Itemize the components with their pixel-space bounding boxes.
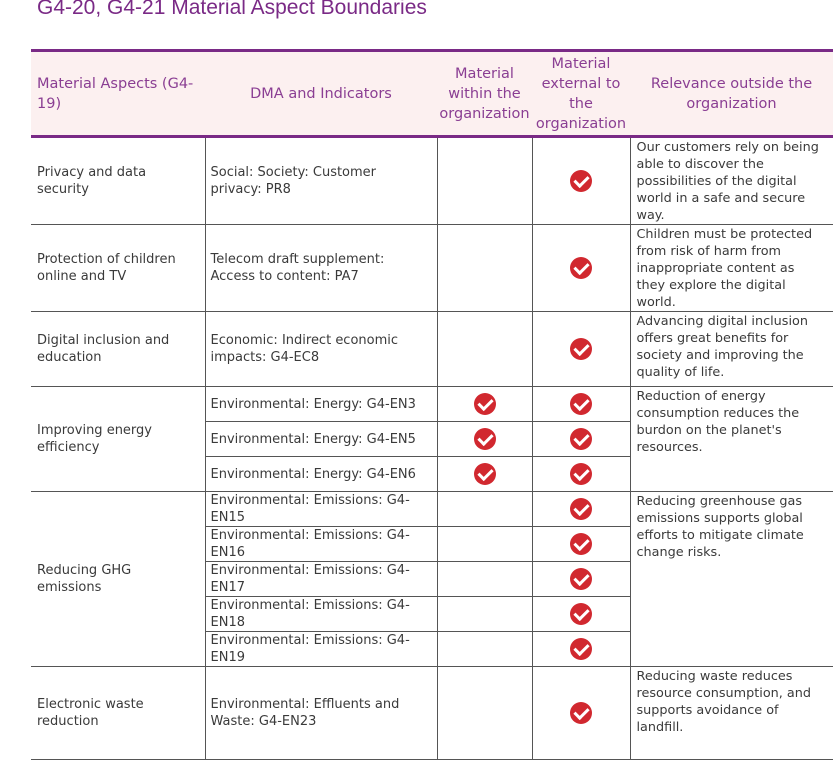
check-icon — [570, 463, 592, 485]
within-cell — [436, 596, 533, 632]
check-icon — [473, 463, 496, 485]
indicator-cell: Environmental: Energy: G4-EN6 — [205, 456, 438, 492]
indicator-cell: Environmental: Energy: G4-EN5 — [205, 421, 438, 457]
within-cell — [436, 526, 533, 562]
indicator-cell: Environmental: Emissions: G4-EN17 — [205, 561, 438, 597]
check-icon — [570, 702, 592, 724]
aspect-cell: Privacy and data security — [31, 136, 206, 225]
within-cell — [436, 421, 533, 457]
table-row: Protection of children online and TV Tel… — [31, 224, 833, 312]
aspect-cell: Electronic waste reduction — [31, 666, 206, 760]
page-title: G4-20, G4-21 Material Aspect Boundaries — [37, 0, 427, 19]
relevance-cell: Reducing greenhouse gas emissions suppor… — [629, 491, 833, 667]
header-material-aspects: Material Aspects (G4-19) — [31, 49, 205, 138]
aspect-cell: Improving energy efficiency — [31, 386, 206, 492]
header-material-within: Material within the organization — [437, 49, 532, 138]
indicator-cell: Environmental: Emissions: G4-EN19 — [205, 631, 438, 667]
material-aspects-table: Material Aspects (G4-19) DMA and Indicat… — [31, 49, 833, 760]
check-icon — [570, 428, 592, 450]
check-icon — [570, 257, 592, 279]
check-icon — [570, 533, 592, 555]
table-row: Environmental: Energy: G4-EN6 — [31, 456, 833, 492]
external-cell — [531, 596, 630, 632]
aspect-cell: Digital inclusion and education — [31, 311, 206, 387]
indicator-cell: Telecom draft supplement: Access to cont… — [204, 224, 438, 312]
table-row: Reducing GHG emissions Environmental: Em… — [31, 491, 833, 667]
table-row: Environmental: Energy: G4-EN5 — [31, 421, 833, 457]
check-icon — [570, 393, 592, 415]
within-cell — [436, 491, 533, 527]
external-cell — [531, 666, 631, 760]
aspect-cell: Reducing GHG emissions — [31, 491, 206, 667]
within-cell — [436, 386, 533, 422]
check-icon — [570, 638, 592, 660]
table-row: Electronic waste reduction Environmental… — [31, 666, 833, 760]
header-relevance-outside: Relevance outside the organization — [630, 49, 833, 138]
table-row: Digital inclusion and education Economic… — [31, 311, 833, 387]
relevance-cell: Reducing waste reduces resource consumpt… — [629, 666, 833, 760]
relevance-cell: Children must be protected from risk of … — [629, 224, 833, 312]
within-cell — [436, 456, 533, 492]
indicator-cell: Environmental: Emissions: G4-EN16 — [205, 526, 438, 562]
external-cell — [531, 224, 631, 312]
within-cell — [436, 136, 533, 225]
within-cell — [436, 224, 533, 312]
within-cell — [436, 631, 533, 667]
check-icon — [570, 603, 592, 625]
aspect-cell: Protection of children online and TV — [31, 224, 206, 312]
external-cell — [531, 491, 631, 527]
header-material-external: Material external to the organization — [532, 49, 630, 138]
indicator-cell: Environmental: Emissions: G4-EN15 — [204, 491, 438, 527]
within-cell — [436, 561, 533, 597]
external-cell — [531, 136, 631, 225]
external-cell — [531, 311, 631, 387]
relevance-cell: Reduction of energy consumption reduces … — [629, 386, 833, 492]
within-cell — [436, 666, 533, 760]
indicator-cell: Social: Society: Customer privacy: PR8 — [204, 136, 438, 225]
check-icon — [570, 568, 592, 590]
table-header-row: Material Aspects (G4-19) DMA and Indicat… — [31, 49, 833, 138]
table-row: Privacy and data security Social: Societ… — [31, 136, 833, 225]
table-row: Improving energy efficiency Environmenta… — [31, 386, 833, 492]
within-cell — [436, 311, 533, 387]
external-cell — [531, 456, 630, 492]
check-icon — [570, 170, 592, 192]
external-cell — [531, 386, 631, 422]
header-dma-indicators: DMA and Indicators — [205, 49, 437, 138]
external-cell — [531, 421, 630, 457]
check-icon — [570, 498, 592, 520]
indicator-cell: Economic: Indirect economic impacts: G4-… — [204, 311, 438, 387]
external-cell — [531, 561, 630, 597]
check-icon — [473, 393, 496, 415]
check-icon — [473, 428, 496, 450]
relevance-cell: Advancing digital inclusion offers great… — [629, 311, 833, 387]
indicator-cell: Environmental: Emissions: G4-EN18 — [205, 596, 438, 632]
relevance-cell: Our customers rely on being able to disc… — [629, 136, 833, 225]
indicator-cell: Environmental: Energy: G4-EN3 — [204, 386, 438, 422]
external-cell — [531, 631, 630, 667]
indicator-cell: Environmental: Effluents and Waste: G4-E… — [204, 666, 438, 760]
external-cell — [531, 526, 630, 562]
check-icon — [570, 338, 592, 360]
